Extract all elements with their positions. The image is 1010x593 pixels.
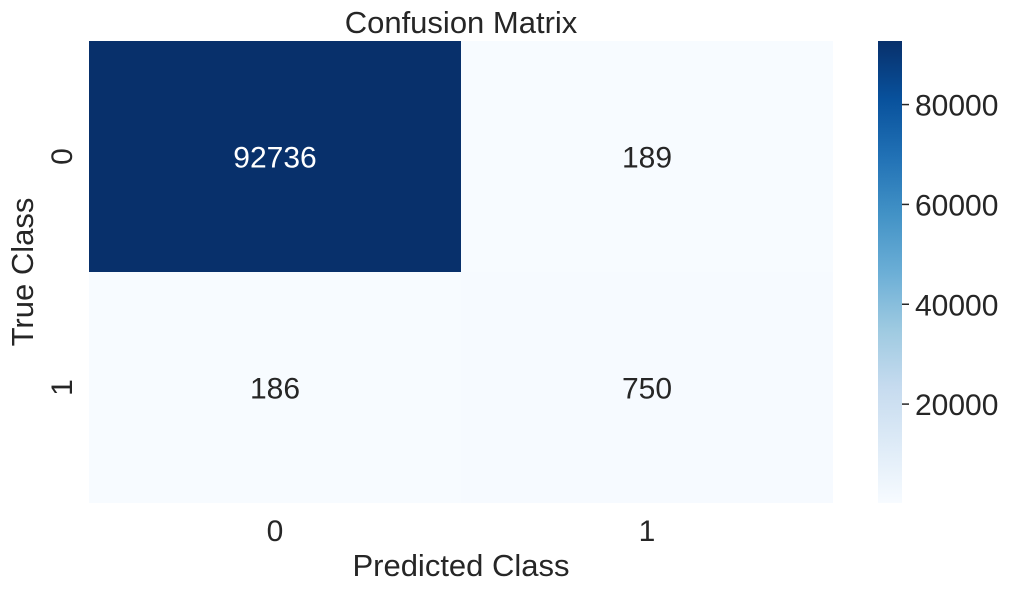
y-tick-label-0: 0 <box>46 148 79 165</box>
heatmap-cell-labels: 92736 189 186 750 <box>233 142 672 406</box>
cell-value-0-0: 92736 <box>233 142 316 175</box>
chart-title: Confusion Matrix <box>345 5 578 40</box>
heatmap-cell-1-1 <box>461 272 833 503</box>
cell-value-0-1: 189 <box>622 142 672 175</box>
heatmap-cell-1-0 <box>89 272 461 503</box>
y-axis-label: True Class <box>5 198 40 347</box>
colorbar-tick-label-60000: 60000 <box>915 189 998 222</box>
colorbar <box>878 41 902 503</box>
x-tick-label-1: 1 <box>639 515 656 548</box>
x-axis-label: Predicted Class <box>352 548 569 583</box>
cell-value-1-0: 186 <box>250 373 300 406</box>
y-tick-label-1: 1 <box>46 379 79 396</box>
heatmap-cells <box>89 41 833 503</box>
heatmap-cell-0-1 <box>461 41 833 272</box>
heatmap-cell-0-0 <box>89 41 461 272</box>
colorbar-ticks: 20000 40000 60000 80000 <box>902 90 998 422</box>
x-tick-label-0: 0 <box>267 515 284 548</box>
y-axis-ticks: 01 <box>46 148 79 396</box>
cell-value-1-1: 750 <box>622 373 672 406</box>
colorbar-tick-label-80000: 80000 <box>915 90 998 123</box>
colorbar-tick-label-20000: 20000 <box>915 389 998 422</box>
colorbar-tick-label-40000: 40000 <box>915 289 998 322</box>
